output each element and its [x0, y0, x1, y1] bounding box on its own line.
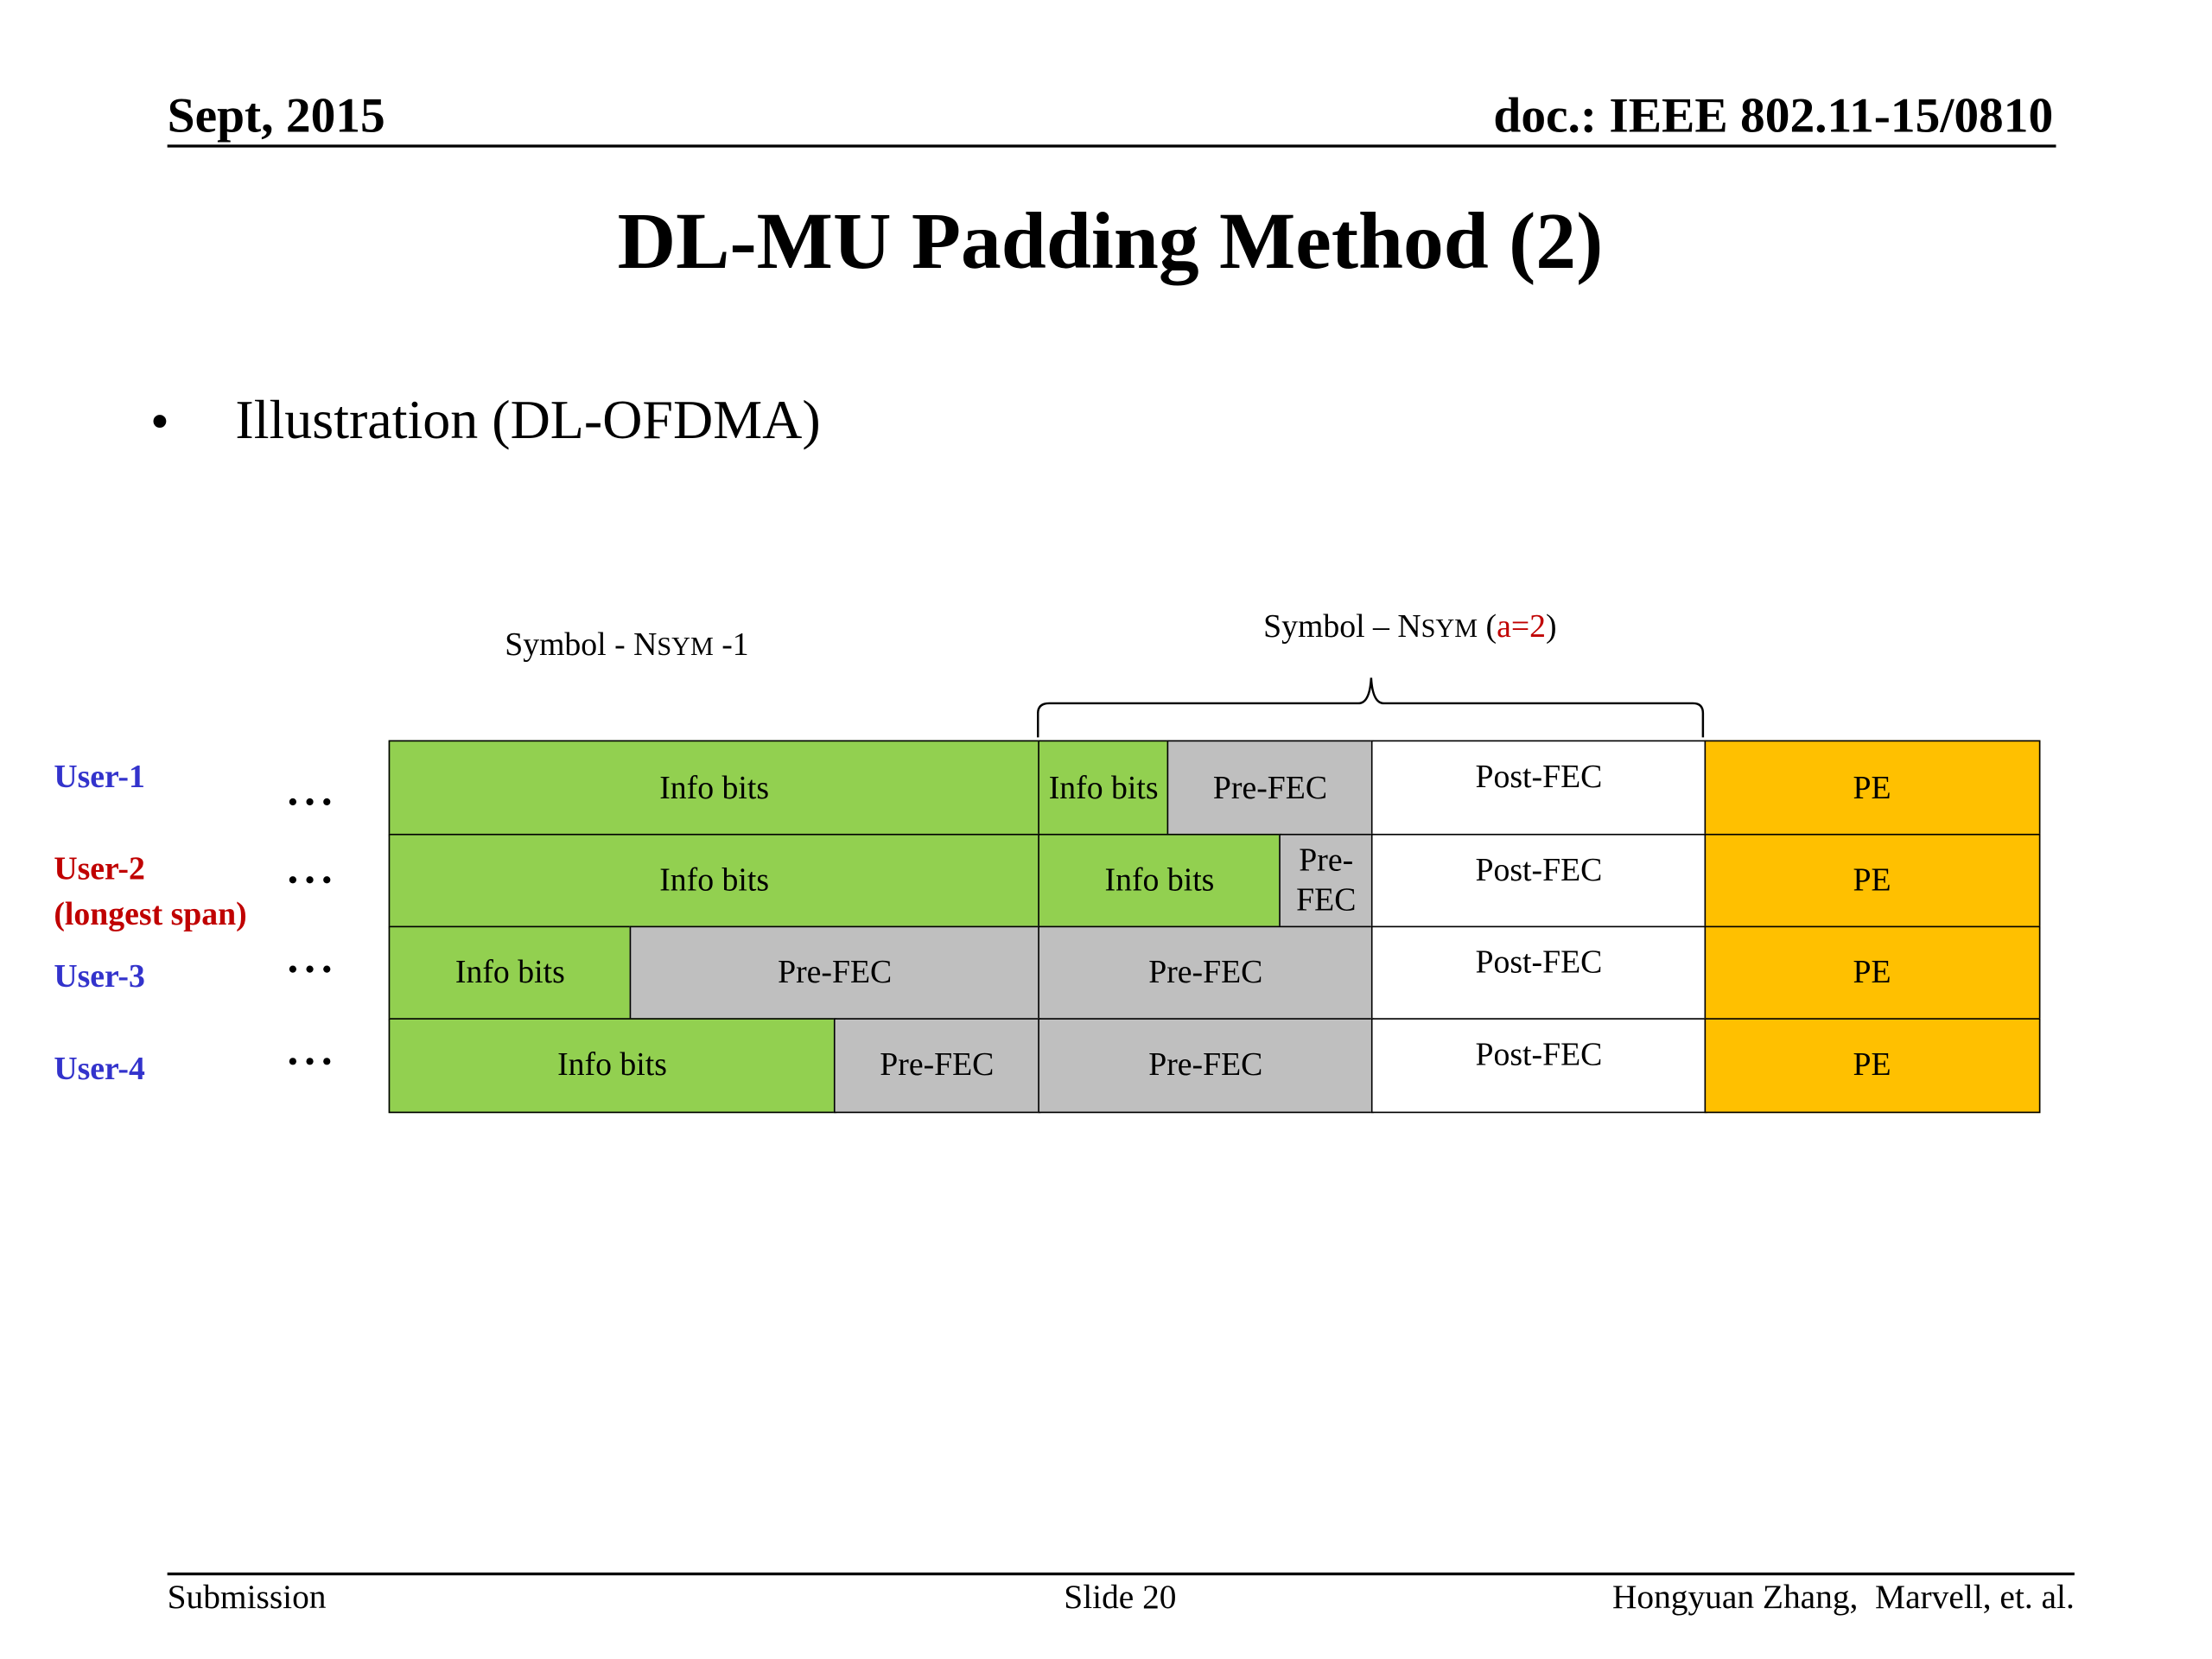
cell: Info bits	[388, 833, 1040, 929]
text: (	[1478, 608, 1497, 645]
ellipsis-dot	[306, 876, 314, 884]
ellipsis-dot	[306, 798, 314, 806]
text: )	[1546, 608, 1557, 645]
cell: Pre-FEC	[1038, 925, 1374, 1020]
cell: Post-FEC	[1370, 1018, 1707, 1113]
header-date: Sept, 2015	[167, 87, 385, 143]
brace	[1037, 677, 1705, 738]
header-doc: doc.: IEEE 802.11-15/0810	[1493, 87, 2054, 143]
footer-left: Submission	[167, 1580, 327, 1617]
cell: PE	[1704, 925, 2040, 1020]
cell: Info bits	[388, 740, 1040, 836]
cell: Post-FEC	[1370, 833, 1707, 929]
ellipsis-dot	[289, 965, 296, 973]
cell: PE	[1704, 1018, 2040, 1113]
ellipsis-dot	[306, 965, 314, 973]
cell: Info bits	[1038, 833, 1281, 929]
text: SYM	[657, 632, 714, 661]
user-label: User-4	[54, 1051, 145, 1087]
user-label: User-3	[54, 958, 145, 995]
cell: Info bits	[1038, 740, 1170, 836]
text: a=2	[1497, 608, 1547, 645]
text: Symbol – N	[1263, 608, 1421, 645]
cell: Post-FEC	[1370, 925, 1707, 1020]
user-label: User-2 (longest span)	[54, 850, 247, 932]
symbol-right-label: Symbol – NSYM (a=2)	[1263, 608, 1556, 645]
header-rule	[167, 144, 2056, 148]
cell: Pre-FEC	[1166, 740, 1374, 836]
slide-title: DL-MU Padding Method (2)	[617, 197, 1604, 287]
footer-rule	[167, 1572, 2075, 1576]
cell: PE	[1704, 740, 2040, 836]
user-label: User-1	[54, 758, 145, 794]
cell: Pre-FEC	[629, 925, 1040, 1020]
text: SYM	[1421, 613, 1478, 643]
footer-center: Slide 20	[1064, 1580, 1177, 1617]
cell: Pre-FEC	[833, 1018, 1040, 1113]
ellipsis-dot	[323, 965, 331, 973]
bullet-text: Illustration (DL-OFDMA)	[235, 390, 821, 451]
ellipsis-dot	[306, 1058, 314, 1065]
ellipsis-dot	[323, 1058, 331, 1065]
cell: Post-FEC	[1370, 740, 1707, 836]
ellipsis-dot	[323, 798, 331, 806]
cell: Pre- FEC	[1279, 833, 1374, 929]
ellipsis-dot	[289, 876, 296, 884]
ellipsis-dot	[289, 1058, 296, 1065]
ellipsis-dot	[289, 798, 296, 806]
text: -1	[713, 626, 749, 663]
cell: Info bits	[388, 925, 632, 1020]
symbol-left-label: Symbol - NSYM -1	[505, 626, 748, 664]
cell: Pre-FEC	[1038, 1018, 1374, 1113]
footer-right: Hongyuan Zhang, Marvell, et. al.	[1611, 1580, 2075, 1617]
cell: Info bits	[388, 1018, 836, 1113]
text: Symbol - N	[505, 626, 658, 663]
cell: PE	[1704, 833, 2040, 929]
ellipsis-dot	[323, 876, 331, 884]
bullet-dot: •	[149, 392, 169, 453]
